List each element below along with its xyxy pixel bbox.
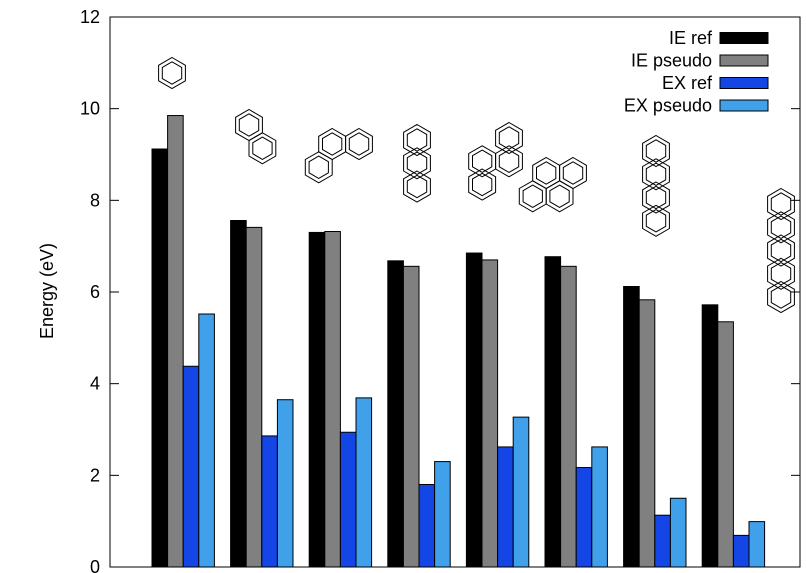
- bar-ex-ref-5: [497, 446, 514, 568]
- bar-ie-pseudo-1: [167, 115, 184, 568]
- y-tick-label: 0: [90, 557, 100, 573]
- chrysene-structure-icon: [468, 121, 523, 201]
- bar-ex-pseudo-2: [276, 399, 294, 568]
- bar-ie-ref-5: [465, 252, 483, 568]
- bar-ie-pseudo-3: [324, 231, 341, 568]
- legend-swatch-ie-pseudo: [719, 54, 769, 67]
- bar-ie-ref-3: [308, 231, 326, 568]
- tetracene-structure-icon: [642, 134, 670, 237]
- bar-ex-pseudo-3: [355, 397, 373, 568]
- bar-ie-pseudo-5: [481, 259, 499, 568]
- pentacene-structure-icon: [767, 187, 795, 314]
- pyrene-structure-icon: [518, 156, 587, 213]
- legend-label-ie-ref: IE ref: [669, 28, 713, 48]
- y-tick-label: 4: [90, 374, 100, 394]
- bar-ex-ref-8: [732, 534, 750, 568]
- bar-ex-ref-4: [418, 484, 436, 568]
- bar-ex-pseudo-8: [748, 521, 766, 568]
- y-tick-label: 10: [80, 99, 100, 119]
- bar-ex-pseudo-5: [512, 416, 530, 568]
- benzene-structure-icon: [158, 56, 186, 90]
- anthracene-structure-icon: [403, 123, 431, 203]
- y-tick-label: 8: [90, 190, 100, 210]
- legend-label-ie-pseudo: IE pseudo: [631, 51, 712, 71]
- bar-ex-pseudo-6: [591, 446, 608, 568]
- naphthalene-structure-icon: [235, 108, 277, 165]
- y-tick-label: 2: [90, 465, 100, 485]
- bar-ie-pseudo-4: [402, 265, 420, 568]
- y-axis-label: Energy (eV): [37, 243, 57, 339]
- legend-swatch-ex-ref: [719, 77, 769, 89]
- bar-ie-pseudo-7: [638, 299, 656, 568]
- legend-label-ex-pseudo: EX pseudo: [624, 96, 712, 116]
- bar-ex-ref-1: [182, 365, 200, 568]
- bar-ie-ref-4: [387, 260, 404, 568]
- bar-ie-ref-6: [544, 256, 562, 568]
- y-tick-label: 6: [90, 282, 100, 302]
- y-tick-label: 12: [80, 7, 100, 27]
- bar-ex-ref-7: [654, 514, 671, 568]
- bar-ie-pseudo-8: [717, 321, 734, 568]
- bar-ex-ref-2: [261, 435, 278, 568]
- bar-ex-pseudo-7: [669, 497, 687, 568]
- legend-swatch-ex-pseudo: [719, 99, 769, 112]
- legend-label-ex-ref: EX ref: [662, 73, 713, 93]
- molecule-structures: [158, 56, 795, 314]
- bar-ie-ref-2: [230, 220, 247, 568]
- bar-ex-pseudo-4: [434, 461, 451, 568]
- bar-ex-ref-6: [575, 467, 593, 568]
- bar-ie-pseudo-6: [560, 265, 577, 568]
- bar-ie-ref-8: [701, 304, 719, 568]
- bar-ex-pseudo-1: [198, 313, 215, 568]
- phenanthrene-structure-icon: [304, 127, 373, 184]
- bar-ie-ref-1: [151, 148, 169, 568]
- bar-ie-pseudo-2: [245, 226, 263, 568]
- bars: [151, 115, 766, 568]
- y-axis: 0 2 4 6 8 10 12: [80, 7, 800, 573]
- bar-ie-ref-7: [623, 286, 640, 568]
- bar-ex-ref-3: [339, 431, 357, 568]
- legend-swatch-ie-ref: [719, 32, 769, 44]
